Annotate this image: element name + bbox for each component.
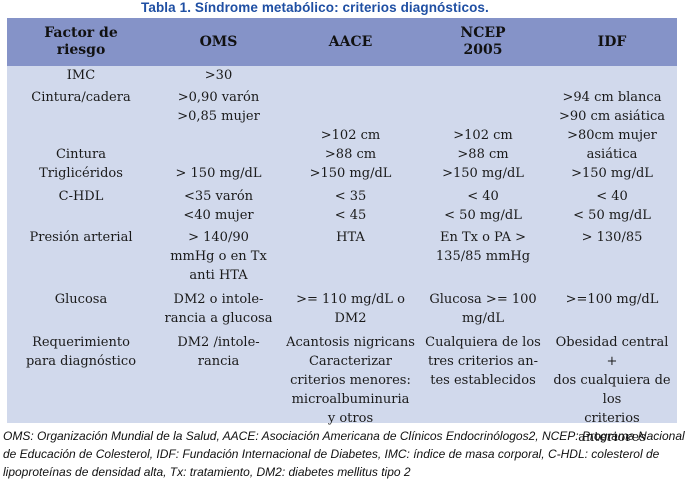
cell-idf: > 130/85 — [581, 230, 643, 245]
cell-aace: >150 mg/dL — [309, 166, 392, 181]
table-row: IMC >30 — [7, 66, 677, 88]
table-row: Requerimiento para diagnóstico DM2 /into… — [7, 333, 677, 447]
cell-oms: > 140/90 mmHg o en Tx anti HTA — [170, 230, 267, 283]
cell-oms: DM2 /intole- rancia — [177, 335, 260, 369]
cell-idf — [547, 66, 677, 88]
cell-idf: >94 cm blanca >90 cm asiática — [558, 90, 666, 124]
cell-idf: Obesidad central + dos cualquiera de los… — [553, 335, 671, 445]
cell-oms: >30 — [204, 68, 233, 83]
row-label: Glucosa — [54, 292, 108, 307]
cell-aace — [282, 88, 419, 126]
cell-ncep: >102 cm >88 cm — [453, 128, 513, 162]
table-footnote: OMS: Organización Mundial de la Salud, A… — [3, 429, 685, 479]
cell-aace: HTA — [336, 230, 365, 245]
cell-oms: <35 varón <40 mujer — [183, 189, 254, 223]
cell-aace: >102 cm >88 cm — [320, 128, 381, 162]
cell-aace: >= 110 mg/dL o DM2 — [296, 292, 405, 326]
table-row: Cintura >102 cm >88 cm >102 cm >88 cm >8… — [7, 126, 677, 164]
cell-ncep — [419, 66, 547, 88]
cell-ncep — [419, 88, 547, 126]
row-label: Triglicéridos — [39, 166, 123, 181]
row-label: Cintura — [55, 147, 107, 162]
cell-aace: < 35 < 45 — [334, 189, 367, 223]
cell-idf: >150 mg/dL — [571, 166, 653, 181]
criteria-table-container: Factor de riesgo OMS AACE NCEP 2005 IDF … — [7, 18, 677, 445]
table-row: Glucosa DM2 o intole- rancia a glucosa >… — [7, 290, 677, 333]
cell-ncep: >150 mg/dL — [442, 166, 524, 181]
cell-idf: >80cm mujer asiática — [567, 128, 657, 162]
row-label: Requerimiento para diagnóstico — [25, 335, 137, 369]
cell-ncep: Glucosa >= 100 mg/dL — [429, 292, 537, 326]
cell-oms: DM2 o intole- rancia a glucosa — [164, 292, 273, 326]
header-factor-riesgo: Factor de riesgo — [7, 18, 155, 66]
cell-ncep: < 40 < 50 mg/dL — [444, 189, 522, 223]
table-row: Presión arterial > 140/90 mmHg o en Tx a… — [7, 228, 677, 290]
cell-oms — [155, 126, 282, 164]
cell-oms: > 150 mg/dL — [175, 166, 262, 181]
criteria-table: Factor de riesgo OMS AACE NCEP 2005 IDF … — [7, 18, 677, 447]
header-aace: AACE — [282, 18, 419, 66]
header-oms: OMS — [155, 18, 282, 66]
cell-ncep: En Tx o PA > 135/85 mmHg — [435, 230, 531, 264]
cell-oms: >0,90 varón >0,85 mujer — [177, 90, 260, 124]
table-row: C-HDL <35 varón <40 mujer < 35 < 45 < 40… — [7, 187, 677, 228]
table-row: Triglicéridos > 150 mg/dL >150 mg/dL >15… — [7, 164, 677, 187]
cell-aace — [282, 66, 419, 88]
row-label: Cintura/cadera — [31, 90, 131, 105]
table-row: Cintura/cadera >0,90 varón >0,85 mujer >… — [7, 88, 677, 126]
header-idf: IDF — [547, 18, 677, 66]
cell-ncep: Cualquiera de los tres criterios an- tes… — [425, 335, 541, 388]
row-label: Presión arterial — [29, 230, 133, 245]
table-title: Tabla 1. Síndrome metabólico: criterios … — [141, 0, 489, 15]
row-label: C-HDL — [58, 189, 104, 204]
table-header-row: Factor de riesgo OMS AACE NCEP 2005 IDF — [7, 18, 677, 66]
header-ncep: NCEP 2005 — [419, 18, 547, 66]
cell-idf: >=100 mg/dL — [565, 292, 659, 307]
row-label: IMC — [66, 68, 96, 83]
cell-aace: Acantosis nigricans Caracterizar criteri… — [286, 335, 415, 426]
cell-idf: < 40 < 50 mg/dL — [573, 189, 651, 223]
